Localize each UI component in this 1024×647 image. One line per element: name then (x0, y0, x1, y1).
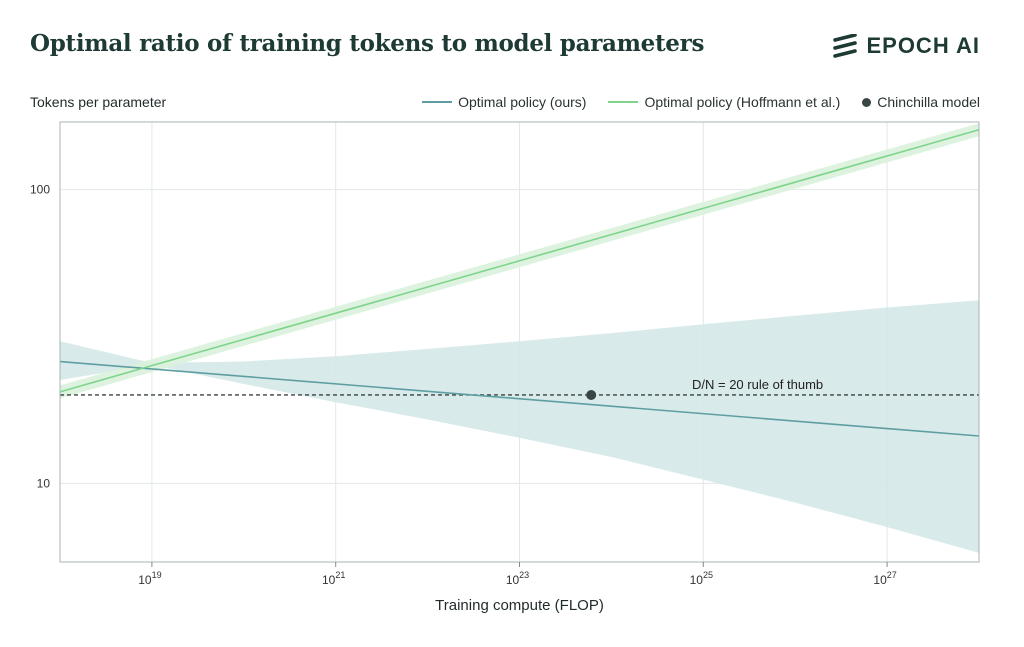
reference-line-label: D/N = 20 rule of thumb (692, 377, 823, 392)
ours-confidence-band (60, 300, 979, 553)
x-tick-label: 1025 (690, 570, 713, 587)
legend-label-hoffmann: Optimal policy (Hoffmann et al.) (644, 94, 841, 110)
x-axis-label: Training compute (FLOP) (435, 597, 604, 614)
legend: Optimal policy (ours) Optimal policy (Ho… (422, 94, 980, 110)
legend-swatch-hoffmann (608, 101, 639, 103)
x-tick-label: 1019 (138, 570, 161, 587)
brand-logo: EPOCH AI (832, 33, 980, 59)
legend-item-ours: Optimal policy (ours) (422, 94, 586, 110)
legend-swatch-chinchilla (862, 97, 872, 107)
legend-item-chinchilla: Chinchilla model (862, 94, 980, 110)
chinchilla-point (586, 389, 597, 400)
x-tick-label: 1027 (873, 570, 896, 587)
x-tick-label: 1021 (322, 570, 345, 587)
y-axis-label: Tokens per parameter (30, 94, 167, 110)
hoffmann-series-line (59, 128, 980, 393)
x-tick-label: 1023 (506, 570, 529, 587)
y-tick-label: 10 (37, 476, 51, 490)
chart-title: Optimal ratio of training tokens to mode… (30, 30, 705, 57)
y-tick-label: 100 (30, 183, 50, 197)
legend-label-ours: Optimal policy (ours) (458, 94, 587, 110)
brand-name: EPOCH AI (866, 33, 980, 58)
legend-item-hoffmann: Optimal policy (Hoffmann et al.) (608, 94, 840, 110)
legend-swatch-ours (422, 101, 453, 103)
legend-label-chinchilla: Chinchilla model (877, 94, 980, 110)
epoch-logo-icon (833, 34, 858, 58)
ours-series-line (59, 360, 980, 437)
